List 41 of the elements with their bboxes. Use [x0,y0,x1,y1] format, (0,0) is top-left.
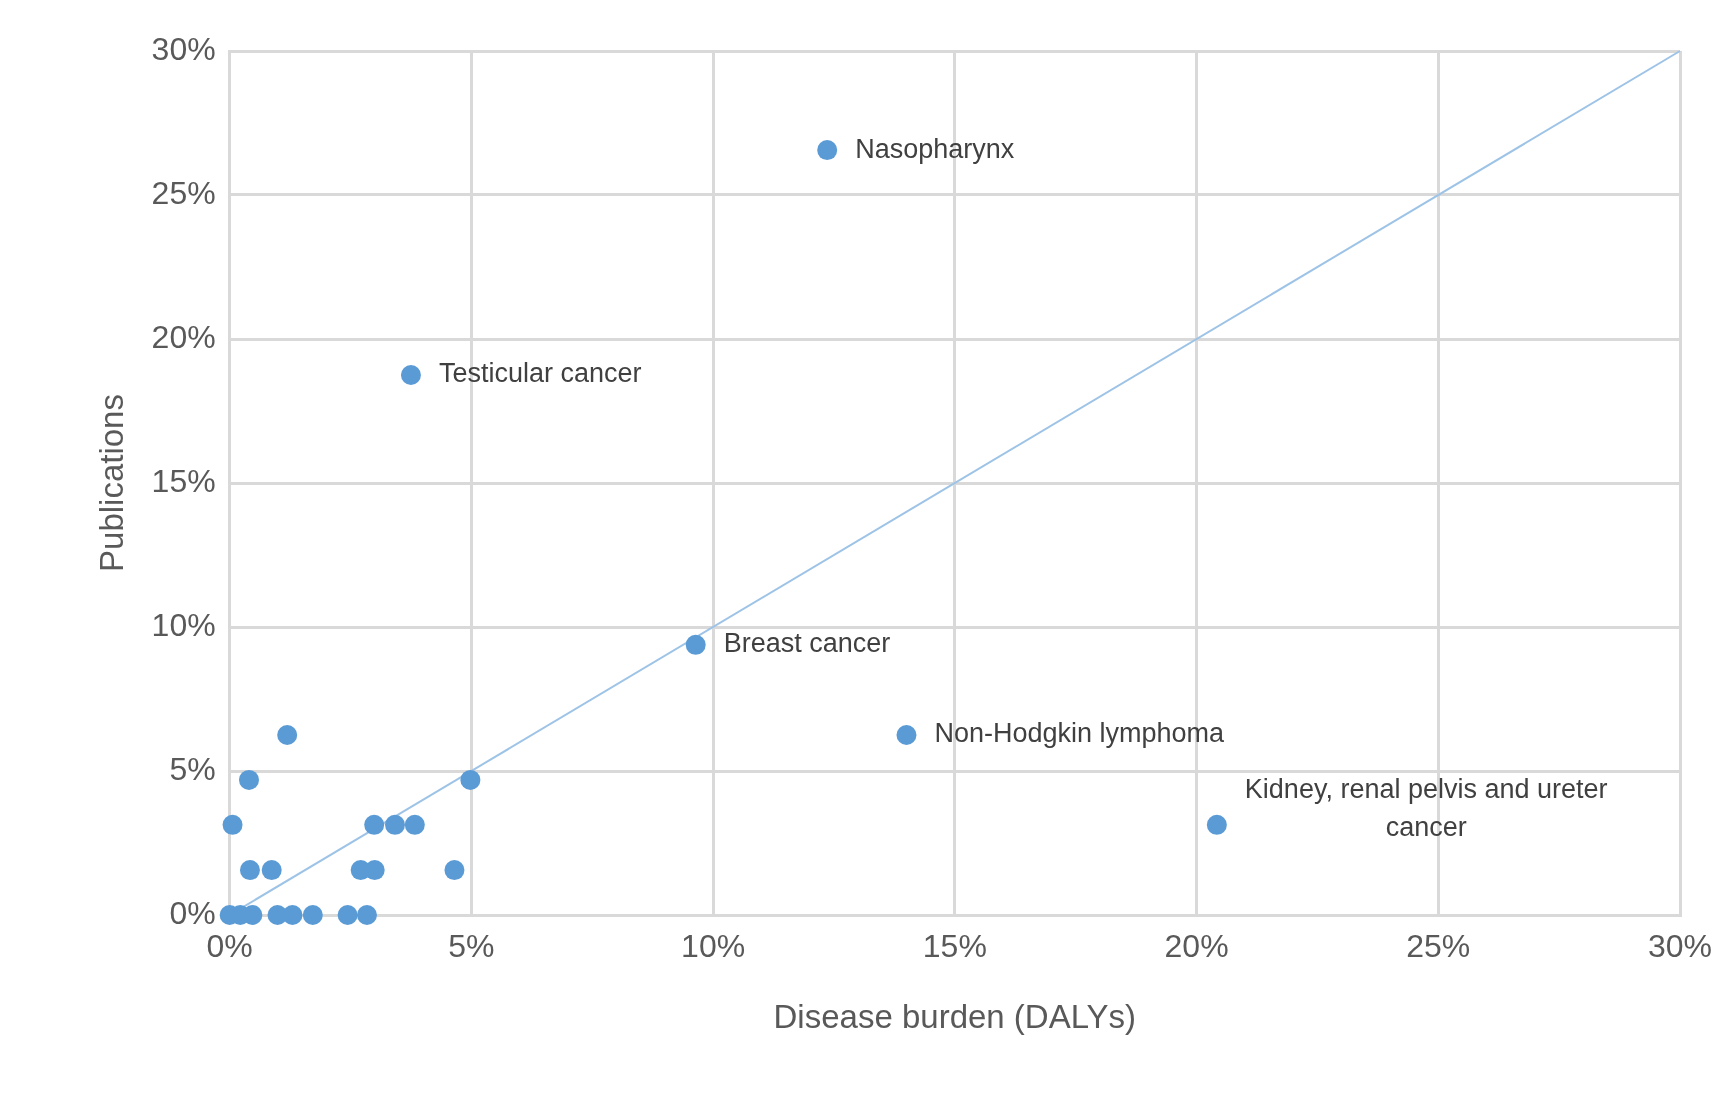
y-tick-label: 0% [169,894,216,931]
y-axis-title: Publications [92,394,130,572]
x-tick-label: 15% [922,928,987,965]
point [444,860,465,881]
point [460,769,481,790]
y-tick-label: 20% [151,318,216,355]
annotation: Nasopharynx [855,133,1015,164]
annotation: Non-Hodgkin lymphoma [934,718,1226,749]
annotation: Breast cancer [723,628,891,659]
annotation: Kidney, renal pelvis and ureter cancer [1244,774,1608,843]
y-tick-label: 30% [151,30,216,67]
y-tick-label: 15% [151,462,216,499]
point [356,905,377,925]
point [261,860,282,881]
point [222,814,243,835]
point [277,725,298,745]
x-tick-label: 25% [1406,928,1471,965]
point [238,769,259,790]
point [302,905,323,925]
y-tick-label: 25% [151,174,216,211]
x-tick-label: 0% [206,928,253,965]
x-axis-title: Disease burden (DALYs) [773,998,1137,1036]
x-tick-label: 20% [1164,928,1229,965]
x-tick-label: 30% [1647,928,1713,965]
point [337,905,358,925]
point [896,725,917,745]
x-tick-label: 5% [448,928,495,965]
x-tick-label: 10% [681,928,746,965]
point [282,905,303,925]
y-tick-label: 10% [151,606,216,643]
point [239,860,260,881]
point [364,860,385,881]
point [364,814,385,835]
y-tick-label: 5% [169,750,216,787]
annotation: Testicular cancer [438,358,642,389]
point [384,814,405,835]
point [1206,814,1227,835]
point [685,634,706,655]
point [817,140,838,161]
point [400,365,421,385]
point [404,814,425,835]
